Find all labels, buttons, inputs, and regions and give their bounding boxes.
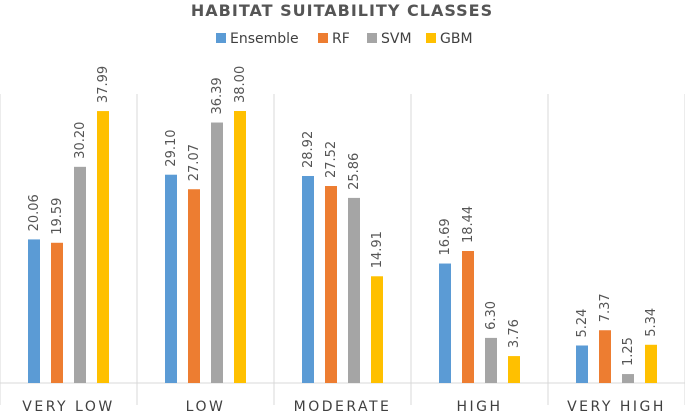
legend-swatch-rf <box>318 33 328 43</box>
category-label: VERY LOW <box>22 399 114 415</box>
data-label: 1.25 <box>621 337 636 366</box>
data-label: 18.44 <box>461 206 476 243</box>
legend-label-svm: SVM <box>381 31 412 47</box>
bar-ensemble-very-low <box>28 239 40 383</box>
bar-svm-low <box>211 122 223 384</box>
bar-svm-high <box>485 337 497 383</box>
legend-label-gbm: GBM <box>440 31 473 47</box>
bar-ensemble-very-high <box>576 345 588 383</box>
data-label: 14.91 <box>370 231 385 268</box>
data-label: 27.52 <box>324 141 339 178</box>
data-label: 25.86 <box>347 153 362 190</box>
data-label: 5.34 <box>644 308 659 337</box>
data-label: 27.07 <box>187 144 202 181</box>
legend: Ensemble RF SVM GBM <box>216 31 473 47</box>
bar-rf-very-low <box>51 242 63 383</box>
legend-label-ensemble: Ensemble <box>230 31 299 47</box>
legend-swatch-ensemble <box>216 33 226 43</box>
bar-rf-moderate <box>325 186 337 383</box>
category-label: HIGH <box>456 399 502 415</box>
bar-svm-moderate <box>348 197 360 383</box>
data-label: 29.10 <box>164 129 179 166</box>
bar-gbm-very-high <box>645 344 657 383</box>
bar-rf-very-high <box>599 330 611 383</box>
bar-gbm-moderate <box>371 276 383 383</box>
legend-swatch-svm <box>367 33 377 43</box>
data-label: 16.69 <box>438 218 453 255</box>
data-label: 20.06 <box>27 194 42 231</box>
bar-svm-very-low <box>74 166 86 383</box>
data-label: 5.24 <box>575 309 590 338</box>
plot-area: 20.06 19.59 30.20 37.99 VERY LOW 29.10 27.07 36… <box>0 66 685 415</box>
data-label: 7.37 <box>598 293 613 322</box>
data-label: 38.00 <box>233 66 248 103</box>
category-label: VERY HIGH <box>567 399 666 415</box>
bar-ensemble-low <box>165 174 177 383</box>
data-label: 19.59 <box>50 198 65 235</box>
data-label: 30.20 <box>73 122 88 159</box>
legend-label-rf: RF <box>332 31 350 47</box>
bar-ensemble-moderate <box>302 175 314 383</box>
bar-gbm-very-low <box>97 111 109 383</box>
bar-rf-high <box>462 251 474 383</box>
chart-title: HABITAT SUITABILITY CLASSES <box>191 1 493 20</box>
bar-rf-low <box>188 189 200 383</box>
data-label: 6.30 <box>484 301 499 330</box>
data-label: 3.76 <box>507 319 522 348</box>
category-label: LOW <box>186 399 226 415</box>
data-label: 37.99 <box>96 66 111 103</box>
bar-ensemble-high <box>439 263 451 383</box>
legend-swatch-gbm <box>426 33 436 43</box>
bar-gbm-low <box>234 111 246 383</box>
data-label: 28.92 <box>301 131 316 168</box>
category-label: MODERATE <box>294 399 392 415</box>
bar-svm-very-high <box>622 374 634 383</box>
bar-gbm-high <box>508 356 520 383</box>
data-label: 36.39 <box>210 77 225 114</box>
